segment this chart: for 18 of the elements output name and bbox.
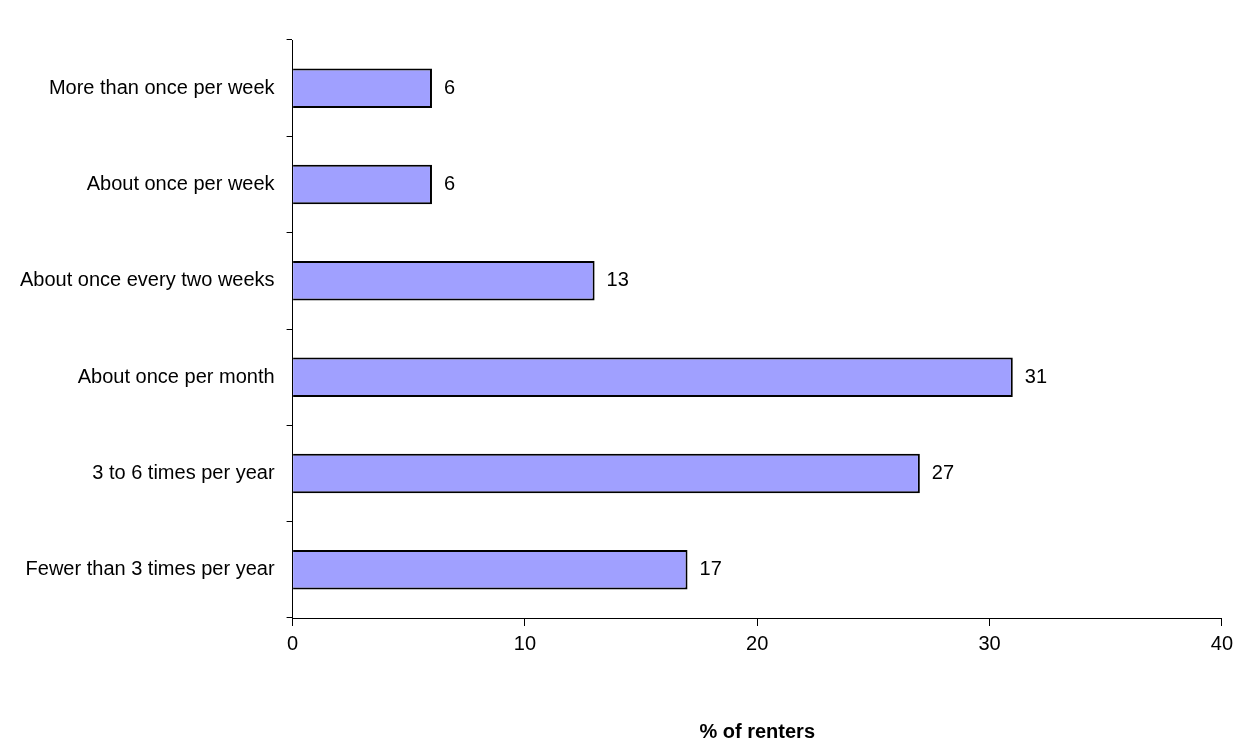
- data-label: 27: [931, 461, 955, 484]
- x-tick-label: 10: [513, 631, 537, 654]
- y-tick-label: Fewer than 3 times per year: [25, 557, 275, 580]
- data-label: 31: [1024, 364, 1048, 387]
- y-tick-label: About once per month: [77, 364, 275, 387]
- x-tick-label: 30: [978, 631, 1001, 654]
- x-tick-label: 40: [1210, 631, 1233, 654]
- data-label: 13: [606, 268, 629, 291]
- y-tick-label: About once per week: [86, 172, 276, 195]
- y-tick-label: More than once per week: [48, 75, 276, 98]
- data-label: 6: [443, 75, 456, 98]
- data-label: 6: [443, 172, 456, 195]
- data-label: 17: [699, 557, 722, 580]
- x-tick-label: 0: [287, 631, 299, 654]
- y-tick-label: 3 to 6 times per year: [92, 461, 275, 484]
- y-tick-label: About once every two weeks: [19, 268, 275, 291]
- x-axis-title: % of renters: [699, 719, 816, 742]
- x-tick-label: 20: [746, 631, 769, 654]
